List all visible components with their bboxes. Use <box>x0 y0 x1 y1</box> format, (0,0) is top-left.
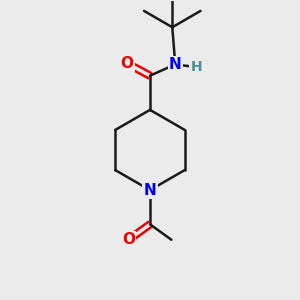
Text: N: N <box>144 183 156 198</box>
Text: H: H <box>190 60 202 74</box>
Text: N: N <box>169 57 182 72</box>
Text: O: O <box>122 232 135 247</box>
Text: O: O <box>120 56 133 71</box>
